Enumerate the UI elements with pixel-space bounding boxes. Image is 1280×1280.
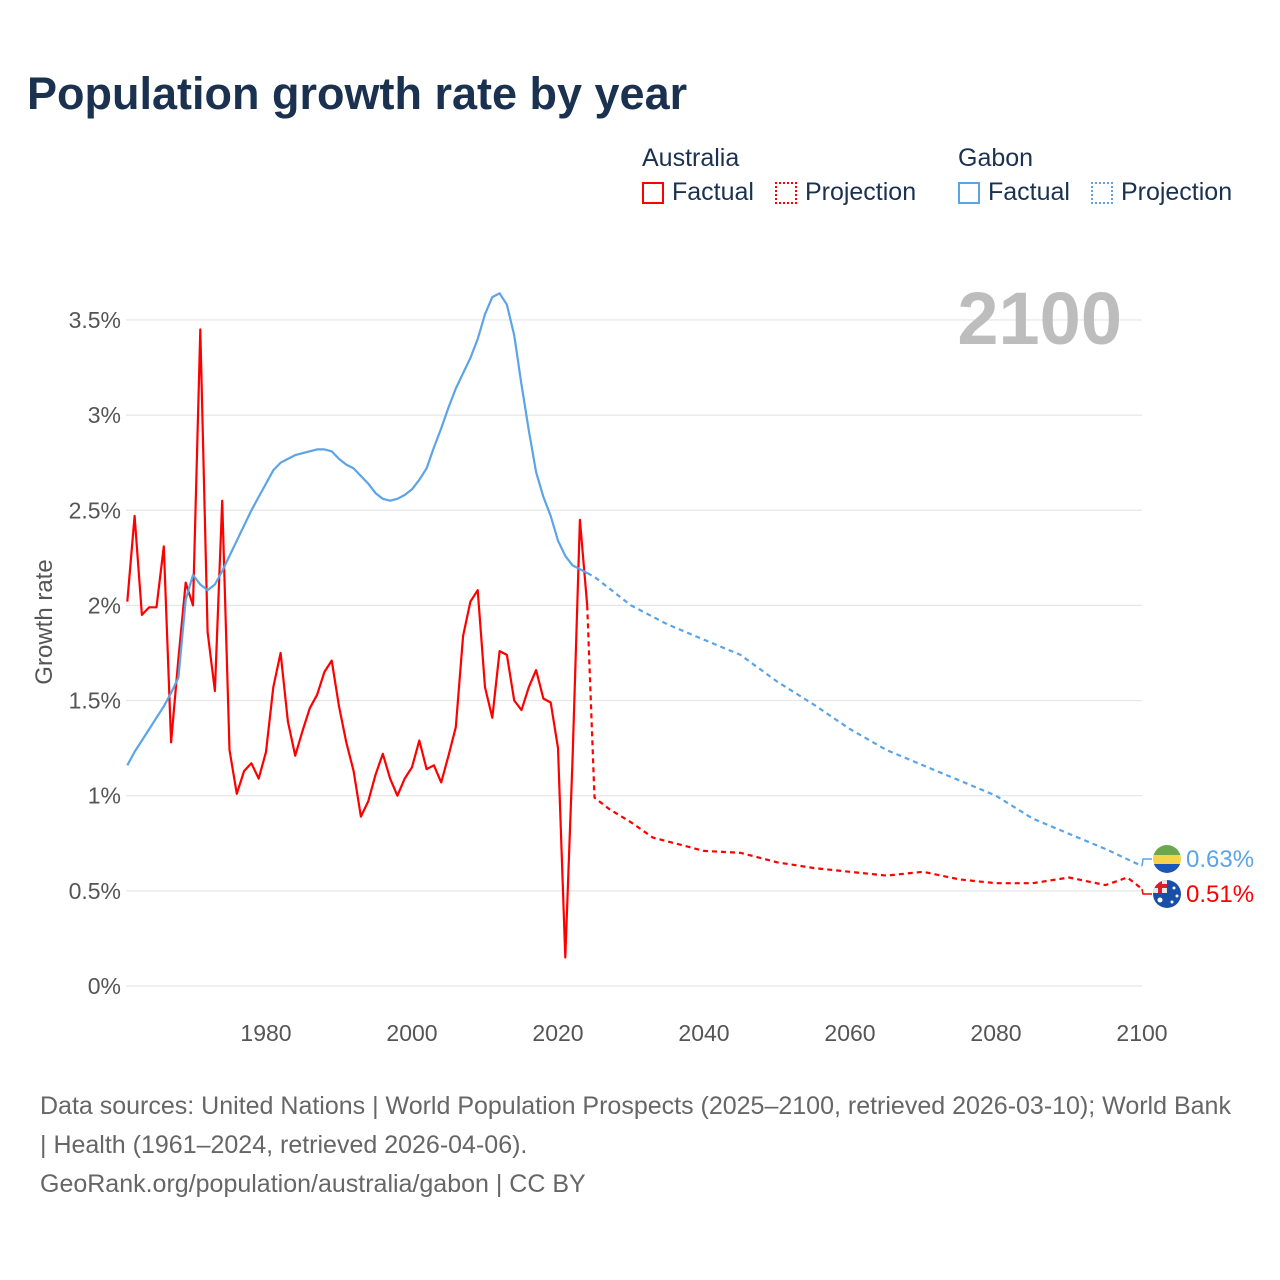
credit-link[interactable]: GeoRank.org/population/australia/gabon |… (40, 1170, 586, 1198)
legend-australia: Australia Factual Projection (642, 144, 930, 211)
y-tick-label: 3% (88, 402, 121, 428)
australia-flag-icon (1153, 880, 1181, 908)
y-tick-label: 3.5% (69, 307, 121, 333)
legend-gabon-factual[interactable]: Factual (958, 178, 1070, 207)
gabon-label-leader (1141, 858, 1152, 867)
legend-label: Projection (804, 178, 917, 206)
y-tick-label: 2% (88, 592, 121, 618)
australia-projection-line (586, 605, 1143, 890)
gabon-end-label: 0.63% (1186, 846, 1254, 873)
legend-swatch-solid (642, 181, 664, 204)
y-tick-label: 1% (88, 783, 121, 809)
chart-area: 0% 0.5% 1% 1.5% 2% 2.5% 3% 3.5% 1980 2000 2020 2040… (31, 292, 1254, 1046)
y-tick-label: 1.5% (69, 688, 121, 714)
legend-swatch-dotted (1090, 181, 1113, 204)
australia-end-label: 0.51% (1186, 881, 1254, 908)
x-tick-label: 2060 (824, 1020, 875, 1046)
australia-label-leader (1141, 888, 1152, 895)
legend-gabon-title: Gabon (958, 144, 1034, 172)
footer: Data sources: United Nations | World Pop… (40, 1087, 1240, 1204)
x-tick-label: 1980 (240, 1020, 291, 1046)
y-axis-label: Growth rate (31, 559, 58, 684)
chart-title: Population growth rate by year (27, 68, 688, 119)
x-tick-label: 2020 (532, 1020, 583, 1046)
gabon-projection-line (586, 572, 1143, 868)
x-tick-label: 2080 (970, 1020, 1021, 1046)
legend-label: Projection (1120, 178, 1233, 206)
legend-australia-factual[interactable]: Factual (642, 178, 754, 207)
gabon-flag-icon (1153, 845, 1181, 873)
legend-gabon-projection[interactable]: Projection (1090, 178, 1233, 207)
y-tick-label: 0% (88, 973, 121, 999)
australia-factual-line (126, 328, 589, 959)
y-tick-label: 0.5% (69, 878, 121, 904)
y-tick-label: 2.5% (69, 497, 121, 523)
legend-label: Factual (672, 178, 754, 206)
legend-gabon: Gabon Factual Projection (958, 144, 1232, 211)
legend-swatch-dotted (774, 181, 797, 204)
x-tick-label: 2100 (1116, 1020, 1167, 1046)
data-sources: Data sources: United Nations | World Pop… (40, 1092, 1231, 1159)
legend-australia-title: Australia (642, 144, 740, 172)
legend-label: Factual (988, 178, 1070, 206)
current-year-label: 2100 (957, 277, 1122, 360)
legend-swatch-solid (958, 181, 980, 204)
legend-australia-projection[interactable]: Projection (774, 178, 917, 207)
gabon-factual-line (126, 292, 588, 766)
x-tick-label: 2040 (678, 1020, 729, 1046)
x-tick-label: 2000 (386, 1020, 437, 1046)
